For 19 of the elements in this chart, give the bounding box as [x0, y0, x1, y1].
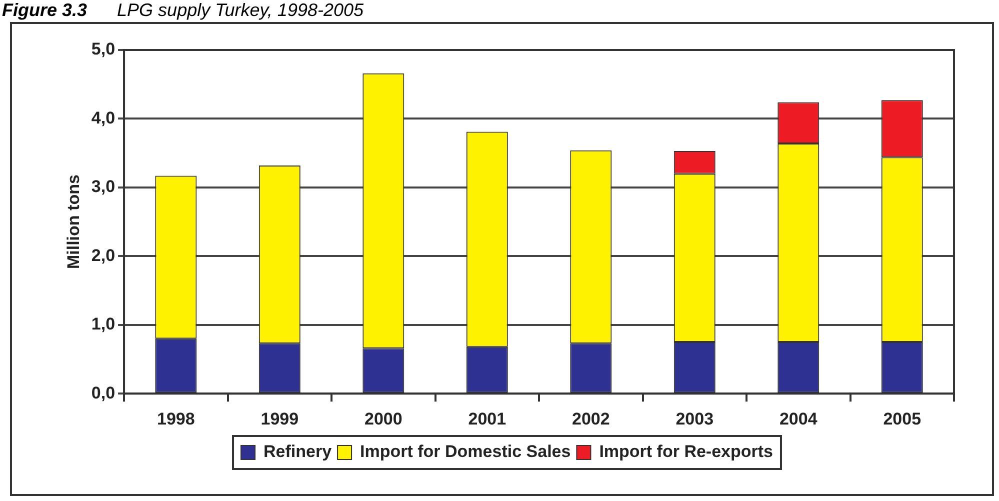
y-axis-title: Million tons	[64, 174, 83, 270]
y-tick-label: 3,0	[91, 177, 116, 196]
y-tick-label: 4,0	[91, 108, 116, 128]
x-tick-label: 2002	[572, 409, 610, 428]
y-tick-label: 5,0	[91, 40, 116, 59]
legend-label: Import for Domestic Sales	[360, 442, 571, 462]
y-tick-label: 0,0	[91, 383, 116, 402]
x-tick-label: 2004	[779, 409, 818, 428]
y-tick-label: 2,0	[91, 246, 116, 265]
y-tick-label: 1,0	[91, 314, 116, 334]
x-tick-label: 2000	[364, 409, 402, 428]
x-tick-label: 2003	[676, 409, 714, 428]
chart-title: Figure 3.3 LPG supply Turkey, 1998-2005	[2, 0, 364, 20]
x-tick-label: 1999	[260, 409, 299, 428]
legend-label: Refinery	[264, 442, 332, 462]
legend-label: Import for Re-exports	[599, 442, 773, 462]
x-tick-label: 2005	[883, 409, 922, 428]
x-tick-label: 2001	[468, 409, 506, 428]
x-tick-label: 1998	[156, 409, 195, 428]
